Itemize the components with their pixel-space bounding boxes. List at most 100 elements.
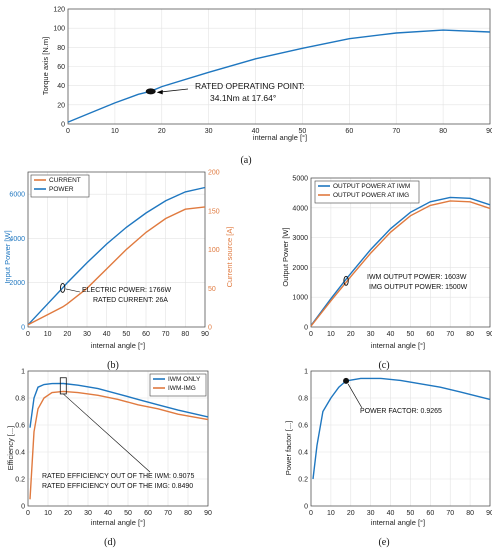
annotation-a-line2: 34.1Nm at 17.64° [210, 93, 276, 103]
y-tick-label: 1000 [292, 295, 308, 302]
annotation-c-line2: IMG OUTPUT POWER: 1500W [369, 284, 468, 291]
x-tick-label: 20 [347, 331, 355, 338]
annotation-a-line1: RATED OPERATING POINT: [195, 81, 305, 91]
x-tick-label: 80 [181, 331, 189, 338]
x-tick-label: 80 [439, 128, 447, 135]
y-tick-label: 0 [61, 122, 65, 129]
x-tick-label: 10 [327, 510, 335, 517]
x-tick-label: 60 [345, 128, 353, 135]
legend-label: CURRENT [49, 177, 81, 184]
panel-d: 0 10 20 30 40 50 60 70 80 90 0 0.2 0.4 0.6 0.8 1 IWM ONL… [6, 369, 212, 549]
y-tick-label: 4000 [292, 205, 308, 212]
x-tick-label: 40 [252, 128, 260, 135]
x-tick-label: 20 [63, 331, 71, 338]
y-right-tick-label: 150 [208, 208, 220, 215]
series-line [27, 206, 206, 326]
x-tick-label: 40 [103, 331, 111, 338]
xlabel-d: internal angle [°] [91, 518, 145, 527]
x-tick-label: 10 [111, 128, 119, 135]
y-tick-label: 0 [304, 325, 308, 332]
panel-label-d: (d) [104, 537, 116, 548]
arrow-head [156, 89, 163, 95]
y-tick-label: 4000 [9, 236, 25, 243]
y-tick-label: 40 [57, 83, 65, 90]
panel-b: 0 10 20 30 40 50 60 70 80 90020004000600005010015… [3, 170, 234, 372]
panel-label-c: (c) [378, 360, 389, 371]
x-tick-label: 60 [142, 331, 150, 338]
x-tick-label: 50 [299, 128, 307, 135]
series-line [27, 186, 206, 326]
xlabel-a: internal angle [°] [253, 133, 307, 142]
x-tick-label: 0 [66, 128, 70, 135]
x-tick-label: 80 [466, 331, 474, 338]
legend-label: IWM-IMG [168, 385, 196, 392]
operating-point-marker [343, 275, 349, 286]
annotation-arrow [347, 383, 363, 409]
plot-frame [67, 8, 491, 125]
x-tick-label: 0 [26, 510, 30, 517]
annotation-c-line1: IWM OUTPUT POWER: 1603W [367, 274, 467, 281]
operating-point-marker [145, 88, 156, 95]
y-tick-label: 6000 [9, 192, 25, 199]
x-tick-label: 30 [83, 331, 91, 338]
y-tick-label: 0.8 [15, 396, 25, 403]
x-tick-label: 60 [426, 331, 434, 338]
plot-frame [27, 171, 206, 328]
y-tick-label: 1 [304, 369, 308, 376]
x-tick-label: 50 [407, 510, 415, 517]
y-tick-label: 60 [57, 64, 65, 71]
annotation-b-line2: RATED CURRENT: 26A [93, 297, 168, 304]
x-tick-label: 40 [387, 510, 395, 517]
x-tick-label: 40 [104, 510, 112, 517]
x-tick-label: 90 [201, 331, 209, 338]
x-tick-label: 20 [64, 510, 72, 517]
panel-e: 0 10 20 30 40 50 60 70 80 90 0 0.2 0.4 0.6 0.8 1 intern… [284, 369, 492, 549]
y-tick-label: 0 [21, 325, 25, 332]
x-tick-label: 70 [164, 510, 172, 517]
y-tick-label: 2000 [292, 265, 308, 272]
xlabel-c: internal angle [°] [371, 341, 425, 350]
x-tick-label: 90 [486, 331, 492, 338]
y-tick-label: 0.6 [298, 423, 308, 430]
y-tick-label: 0.8 [298, 396, 308, 403]
x-tick-label: 50 [407, 331, 415, 338]
x-tick-label: 0 [26, 331, 30, 338]
plot-area-c: 0 10 20 30 40 50 60 70 80 90 0 1000 2000 3000 4000 5000… [292, 176, 492, 339]
y-tick-label: 20 [57, 102, 65, 109]
series-line [29, 390, 209, 500]
x-tick-label: 90 [486, 510, 492, 517]
x-tick-label: 0 [309, 510, 313, 517]
x-tick-label: 10 [327, 331, 335, 338]
xlabel-b: internal angle [°] [91, 341, 145, 350]
y-tick-label: 0.6 [15, 423, 25, 430]
x-tick-label: 0 [309, 331, 313, 338]
annotation-leader [65, 288, 81, 293]
plot-area-a: 0 10 20 30 40 50 60 70 80 90 0 20 40 60 80 100 120 [53, 7, 492, 136]
x-tick-label: 40 [387, 331, 395, 338]
x-tick-label: 50 [122, 331, 130, 338]
x-tick-label: 10 [44, 510, 52, 517]
y-tick-label: 0.4 [298, 450, 308, 457]
plot-area-e: 0 10 20 30 40 50 60 70 80 90 0 0.2 0.4 0.6 0.8 1 [298, 369, 492, 518]
y-tick-label: 0.2 [298, 477, 308, 484]
x-tick-label: 50 [124, 510, 132, 517]
legend-box [314, 180, 420, 204]
series-line [310, 196, 491, 326]
x-tick-label: 70 [446, 510, 454, 517]
x-tick-label: 30 [205, 128, 213, 135]
y-tick-label: 100 [53, 26, 65, 33]
x-tick-label: 60 [144, 510, 152, 517]
y-right-tick-label: 50 [208, 286, 216, 293]
y-tick-label: 0.2 [15, 477, 25, 484]
ylabel-b-right: Current source [A] [225, 227, 234, 288]
panel-c: 0 10 20 30 40 50 60 70 80 90 0 1000 2000 3000 4000 5000… [281, 176, 492, 372]
plot-frame [310, 177, 491, 328]
series-line [67, 29, 491, 123]
x-tick-label: 80 [184, 510, 192, 517]
annotation-arrow [157, 88, 189, 93]
x-tick-label: 20 [347, 510, 355, 517]
y-right-tick-label: 100 [208, 247, 220, 254]
series-line [310, 200, 491, 327]
x-tick-label: 70 [392, 128, 400, 135]
series-line [312, 377, 491, 480]
